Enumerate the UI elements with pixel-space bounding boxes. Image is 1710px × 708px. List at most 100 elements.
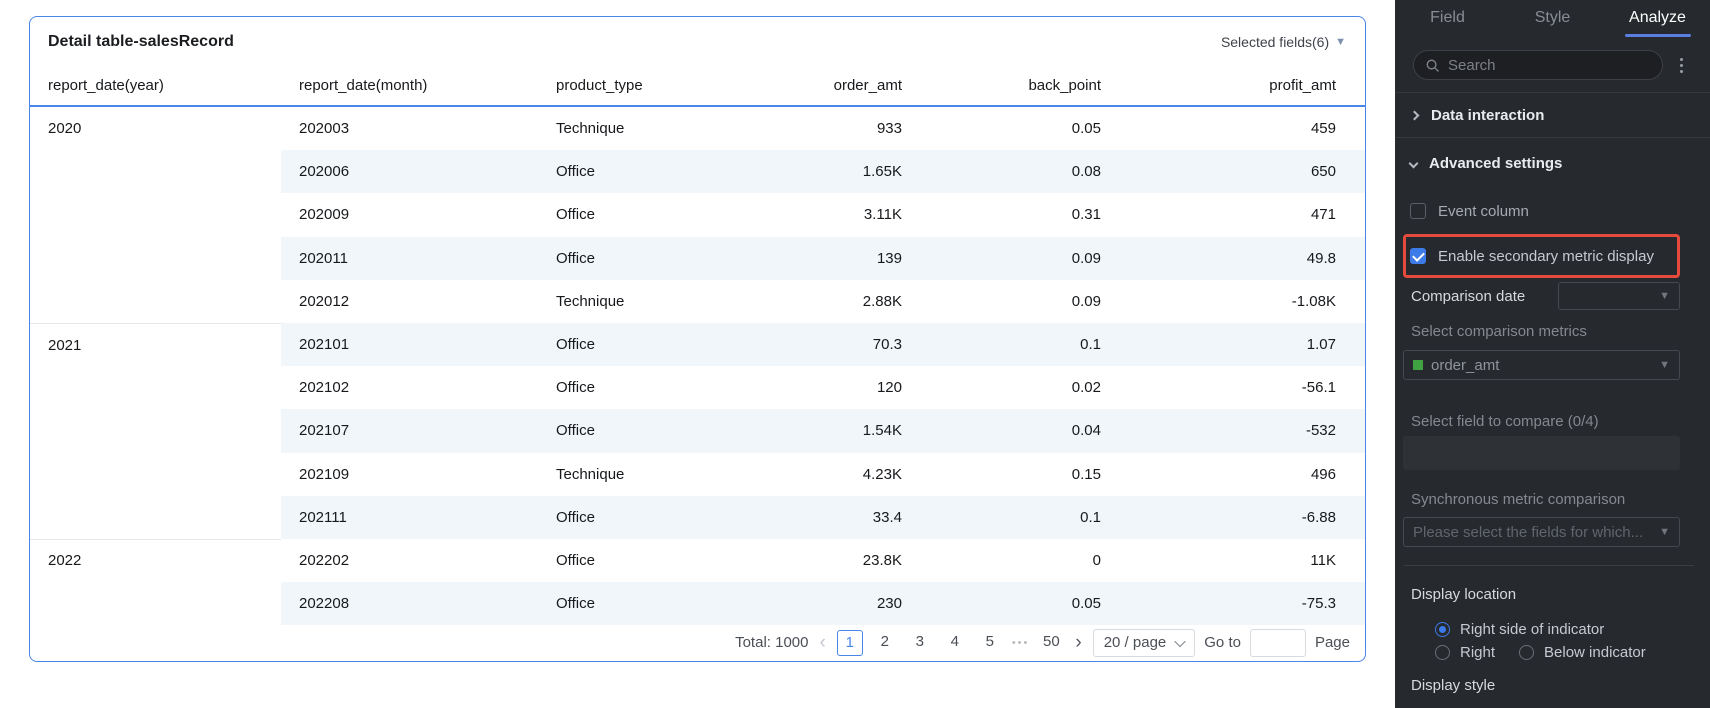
cell-order: 933 [876,120,902,138]
page-number-last[interactable]: 50 [1043,632,1060,650]
select-metrics-row: Select comparison metrics [1395,320,1710,342]
cell-month: 202009 [299,206,350,224]
caret-down-icon: ▼ [1659,525,1670,538]
tab-analyze[interactable]: Analyze [1605,0,1710,38]
next-page-button[interactable]: › [1075,632,1082,654]
sync-metric-select[interactable]: Please select the fields for which... ▼ [1403,517,1680,547]
tab-style[interactable]: Style [1534,9,1571,26]
cell-year [30,280,281,323]
comparison-date-select[interactable]: ▼ [1558,282,1680,310]
sync-metric-row: Synchronous metric comparison [1395,488,1710,510]
cell-year [30,237,281,280]
metric-color-swatch [1413,360,1423,370]
comparison-metric-select[interactable]: order_amt ▼ [1403,350,1680,380]
table-row[interactable]: 202111 Office 33.4 0.1 -6.88 [30,495,1365,539]
search-input[interactable] [1448,56,1651,74]
cell-month: 202208 [281,582,538,626]
radio-right[interactable] [1435,644,1450,660]
cell-spacer [1336,409,1365,453]
cell-order: 1.65K [728,150,902,194]
cell-back: 0.09 [1071,292,1101,310]
cell-month: 202101 [281,322,538,367]
table-header-row: report_date(year) report_date(month) pro… [30,65,1365,107]
cell-order: 3.11K [863,206,902,224]
table-row[interactable]: 202102 Office 120 0.02 -56.1 [30,366,1365,409]
table-row[interactable]: 202109 Technique 4.23K 0.15 496 [30,453,1365,496]
detail-table-card: Detail table-salesRecord Selected fields… [29,16,1366,662]
selected-fields-label: Selected fields(6) [1220,34,1330,50]
section-advanced-settings[interactable]: Advanced settings [1395,147,1710,179]
select-metrics-label: Select comparison metrics [1411,322,1587,340]
cell-product: Office [538,322,728,367]
cell-order: 23.8K [862,551,902,569]
cell-profit: 650 [1101,150,1336,194]
cell-year [30,366,281,409]
column-header-order: order_amt [833,76,902,94]
pagination-ellipsis[interactable]: ••• [1011,636,1030,649]
page-number-1[interactable]: 1 [836,629,863,656]
page-size-select[interactable]: 20 / page [1092,628,1196,657]
compare-fields-area[interactable] [1403,436,1680,470]
cell-order: 2.88K [862,292,902,310]
table-row[interactable]: 2022 202202 Office 23.8K 0 11K [30,538,1365,582]
table-row[interactable]: 202208 Office 230 0.05 -75.3 [30,582,1365,626]
cell-back: 0.31 [1071,206,1101,224]
cell-profit: 11K [1310,551,1336,569]
sync-metric-label: Synchronous metric comparison [1411,490,1626,508]
page-number-3[interactable]: 3 [915,632,924,650]
comparison-date-label: Comparison date [1411,287,1526,305]
page-title: Detail table-salesRecord [48,33,234,50]
table-row[interactable]: 2021 202101 Office 70.3 0.1 1.07 [30,322,1365,367]
cell-spacer [1336,322,1365,367]
selected-fields-dropdown[interactable]: Selected fields(6) ▼ [1221,34,1346,50]
chevron-right-icon [1409,110,1420,120]
display-location-label: Display location [1411,585,1517,603]
cell-month: 202107 [281,409,538,453]
search-box[interactable] [1413,50,1663,80]
radio-right-label: Right [1460,643,1496,661]
radio-right-side[interactable] [1435,621,1450,637]
enable-secondary-checkbox[interactable] [1410,248,1426,264]
cell-product: Technique [556,292,625,310]
cell-spacer [1336,582,1365,626]
caret-down-icon: ▼ [1659,289,1670,302]
page-number-5[interactable]: 5 [985,632,994,650]
cell-product: Office [556,551,595,569]
select-field-row: Select field to compare (0/4) [1395,410,1710,432]
comparison-date-row: Comparison date [1395,282,1710,310]
page-number-4[interactable]: 4 [950,632,959,650]
cell-product: Office [538,236,728,280]
table-row[interactable]: 202006 Office 1.65K 0.08 650 [30,150,1365,194]
cell-order: 1.54K [728,409,902,453]
table-row[interactable]: 2020 202003 Technique 933 0.05 459 [30,107,1365,150]
column-header-year: report_date(year) [48,76,164,94]
goto-page-input[interactable] [1249,628,1306,657]
radio-below[interactable] [1519,644,1535,660]
cell-profit: 459 [1310,120,1336,138]
section-data-interaction[interactable]: Data interaction [1395,93,1710,138]
page-number-2[interactable]: 2 [880,632,889,650]
more-options-icon[interactable] [1676,54,1687,77]
table-row[interactable]: 202011 Office 139 0.09 49.8 [30,236,1365,280]
cell-spacer [1336,539,1365,582]
prev-page-button[interactable]: ‹ [819,632,826,654]
table-row[interactable]: 202009 Office 3.11K 0.31 471 [30,193,1365,236]
table-row[interactable]: 202107 Office 1.54K 0.04 -532 [30,409,1365,453]
panel-search-row [1395,38,1710,93]
page-size-value: 20 / page [1103,634,1167,652]
cell-month: 202111 [281,495,538,539]
section-label: Advanced settings [1429,154,1563,172]
enable-secondary-row: Enable secondary metric display [1395,241,1710,271]
tab-field[interactable]: Field [1430,9,1465,26]
event-column-checkbox[interactable] [1410,203,1426,219]
section-label: Data interaction [1431,106,1545,124]
cell-spacer [1336,366,1365,409]
cell-month: 202202 [299,551,350,569]
table-row[interactable]: 202012 Technique 2.88K 0.09 -1.08K [30,280,1365,323]
cell-back: 0.05 [1071,120,1101,138]
cell-year: 2020 [48,120,82,138]
column-header-spacer [1336,65,1365,105]
cell-spacer [1336,236,1365,280]
cell-month: 202012 [299,292,350,310]
cell-product: Office [556,206,595,224]
